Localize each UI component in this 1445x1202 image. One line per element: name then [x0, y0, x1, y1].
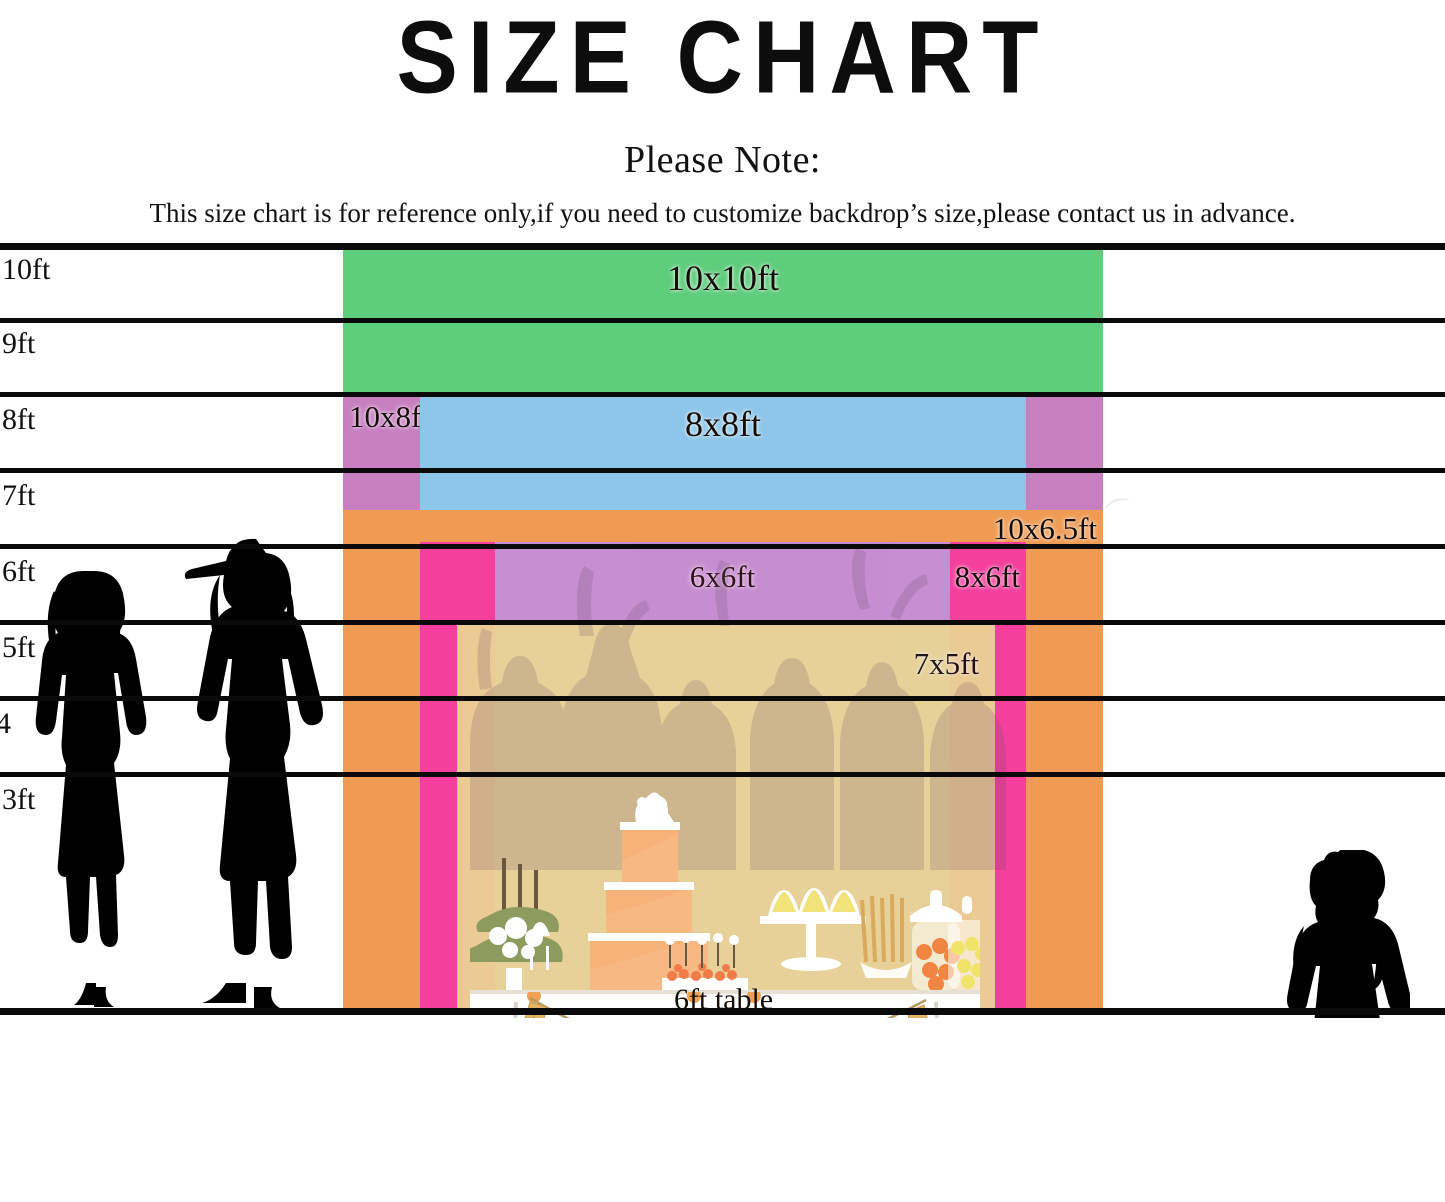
- backdrop-label-6x6ft: 6x6ft: [689, 559, 756, 594]
- ytick-4ft: 4: [0, 707, 11, 740]
- silhouette-standing-girl: [1287, 850, 1410, 1018]
- backdrop-label-8x6ft: 8x6ft: [954, 559, 1020, 594]
- backdrop-label-10x6-5ft: 10x6.5ft: [992, 511, 1097, 546]
- silhouette-man-with-cap: [184, 538, 323, 1009]
- dessert-table-scene: [470, 792, 980, 1018]
- please-note-text: This size chart is for reference only,if…: [149, 198, 1296, 228]
- page-title-wrap: SIZE CHART: [0, 1, 1445, 115]
- backdrop-rect-8x8ft[interactable]: 8x8ft: [420, 392, 1026, 510]
- ytick-7ft: 7ft: [2, 479, 36, 512]
- ytick-3ft: 3ft: [2, 783, 36, 816]
- ytick-8ft: 8ft: [2, 403, 36, 436]
- gridline-10ft: [0, 243, 1445, 250]
- backdrop-label-10x10ft: 10x10ft: [667, 258, 779, 298]
- gridline-8ft: [0, 392, 1445, 397]
- page-title: SIZE CHART: [396, 0, 1049, 116]
- ytick-5ft: 5ft: [2, 631, 36, 664]
- please-note-heading: Please Note:: [623, 139, 821, 181]
- gridline-7ft: [0, 468, 1445, 473]
- gridline-3ft: [0, 772, 1445, 777]
- gridline-6ft: [0, 544, 1445, 549]
- backdrop-label-8x8ft: 8x8ft: [685, 404, 761, 444]
- floor-baseline: [0, 1008, 1445, 1015]
- ytick-6ft: 6ft: [2, 555, 36, 588]
- gridline-4ft: [0, 696, 1445, 701]
- ytick-9ft: 9ft: [2, 327, 36, 360]
- gridline-5ft: [0, 620, 1445, 625]
- ytick-10ft: 10ft: [2, 253, 51, 286]
- silhouette-woman: [35, 571, 147, 1007]
- watermark: ⏜: [1103, 494, 1138, 532]
- gridline-9ft: [0, 318, 1445, 323]
- backdrop-label-7x5ft: 7x5ft: [913, 646, 979, 681]
- chart-area: 10x10ft 10x8ft 10x6.5ft 8x8ft 8x6ft 6x6f…: [0, 240, 1445, 1018]
- backdrop-label-10x8ft: 10x8ft: [349, 399, 430, 434]
